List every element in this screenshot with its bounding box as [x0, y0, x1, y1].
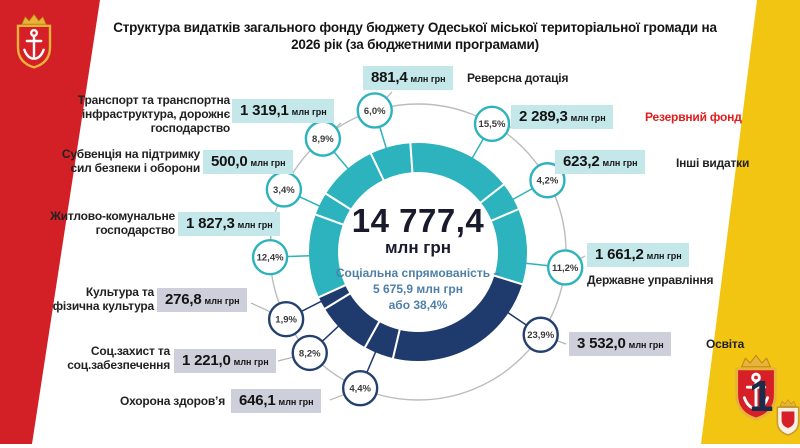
category-label-9: Субвенція на підтримку сил безпеки і обор… [61, 147, 200, 176]
value-unit: млн грн [233, 357, 269, 367]
value-box-9: 500,0 млн грн [203, 150, 293, 174]
value-number: 646,1 [239, 392, 276, 409]
page-title: Структура видатків загального фонду бюдж… [85, 20, 745, 54]
percent-label-8: 12,4% [257, 253, 284, 264]
odesa-coat-of-arms-top-left [16, 13, 52, 69]
value-box-6: 1 221,0 млн грн [174, 349, 276, 373]
value-box-5: 646,1 млн грн [231, 389, 321, 413]
percent-label-0: 6,0% [364, 106, 386, 117]
social-line3: або 38,4% [388, 297, 448, 312]
percent-bubble-5 [341, 370, 379, 407]
value-number: 623,2 [563, 153, 600, 170]
value-unit: млн грн [204, 296, 240, 306]
value-box-10: 1 319,1 млн грн [232, 99, 334, 123]
value-box-8: 1 827,3 млн грн [178, 212, 280, 236]
total-value: 14 777,4 [351, 202, 485, 239]
percent-label-10: 8,9% [312, 134, 334, 145]
percent-bubble-8 [251, 238, 289, 276]
category-label-5: Охорона здоров’я [119, 394, 225, 408]
value-unit: млн грн [602, 158, 638, 168]
value-box-7: 276,8 млн грн [157, 288, 247, 312]
value-unit: млн грн [646, 251, 682, 261]
percent-label-1: 15,5% [479, 119, 506, 130]
donut-center-block: 14 777,4 млн грн Соціальна спрямованість… [308, 202, 528, 313]
percent-label-6: 8,2% [299, 348, 321, 359]
value-number: 1 319,1 [240, 102, 289, 119]
value-box-2: 623,2 млн грн [555, 150, 645, 174]
value-number: 2 289,3 [519, 108, 568, 125]
value-unit: млн грн [628, 340, 664, 350]
category-label-6: Соц.захист та соц.забезпечення [67, 344, 170, 373]
page-title-line1: Структура видатків загального фонду бюдж… [113, 20, 717, 35]
category-label-1: Резервний фонд [645, 110, 742, 124]
value-number: 881,4 [371, 69, 408, 86]
value-unit: млн грн [278, 397, 314, 407]
percent-label-9: 3,4% [273, 185, 295, 196]
total-unit: млн грн [384, 237, 452, 257]
page-title-line2: 2026 рік (за бюджетними програмами) [291, 36, 539, 52]
percent-bubble-4 [522, 316, 559, 353]
percent-label-5: 4,4% [349, 384, 371, 395]
value-unit: млн грн [250, 158, 286, 168]
percent-label-2: 4,2% [537, 176, 559, 187]
donut-slice-10 [324, 151, 385, 211]
percent-bubble-6 [291, 334, 328, 372]
percent-bubble-0 [356, 92, 393, 129]
category-label-7: Культура та фізична культура [52, 285, 155, 314]
category-label-2: Інші видатки [676, 156, 750, 170]
value-number: 3 532,0 [577, 335, 626, 352]
category-label-3: Державне управління [587, 273, 714, 287]
social-line2: 5 675,9 млн грн [372, 281, 464, 296]
category-label-4: Освіта [706, 337, 745, 351]
crown-icon [740, 354, 772, 368]
percent-bubble-3 [546, 249, 584, 286]
value-number: 500,0 [211, 153, 248, 170]
value-unit: млн грн [570, 113, 606, 123]
value-unit: млн грн [237, 220, 273, 230]
crown-icon [21, 13, 47, 25]
category-label-8: Житлово-комунальне господарство [50, 209, 175, 238]
value-box-1: 2 289,3 млн грн [511, 105, 613, 129]
percent-bubble-7 [267, 300, 305, 338]
value-number: 1 221,0 [182, 352, 231, 369]
social-subtotal: Соціальна спрямованість – 5 675,9 млн гр… [308, 266, 528, 313]
value-number: 276,8 [165, 291, 202, 308]
percent-label-4: 23,9% [527, 330, 554, 341]
social-line1: Соціальна спрямованість – [335, 266, 501, 281]
percent-label-7: 1,9% [275, 315, 297, 326]
percent-label-3: 11,2% [552, 263, 579, 274]
category-label-0: Реверсна дотація [467, 71, 569, 85]
category-label-10: Транспорт та транспортна інфраструктура, … [77, 93, 230, 136]
value-box-4: 3 532,0 млн грн [569, 332, 671, 356]
crown-icon [779, 399, 797, 407]
value-number: 1 661,2 [595, 246, 644, 263]
value-unit: млн грн [410, 74, 446, 84]
mini-crest-icon [776, 399, 800, 436]
anchor-icon [23, 29, 45, 60]
percent-bubble-1 [473, 105, 511, 143]
value-box-3: 1 661,2 млн грн [587, 243, 689, 267]
page-number: 1 [749, 372, 774, 421]
value-number: 1 827,3 [186, 215, 235, 232]
value-unit: млн грн [291, 107, 327, 117]
value-box-0: 881,4 млн грн [363, 66, 453, 90]
